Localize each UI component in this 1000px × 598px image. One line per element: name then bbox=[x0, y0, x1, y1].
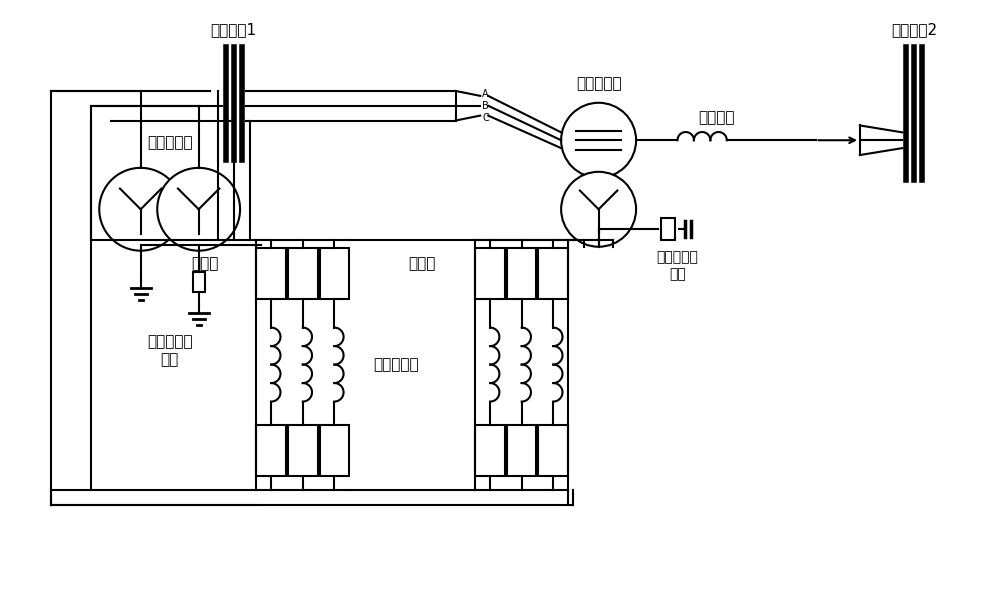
Text: 并联变压器: 并联变压器 bbox=[147, 135, 192, 150]
Bar bbox=[256, 425, 286, 477]
Text: 交流母线1: 交流母线1 bbox=[211, 22, 257, 36]
Text: 中性点接地
电阻: 中性点接地 电阻 bbox=[657, 251, 698, 281]
Text: A: A bbox=[482, 89, 489, 99]
Bar bbox=[538, 425, 568, 477]
Circle shape bbox=[561, 103, 636, 178]
Text: 桥臂电抗器: 桥臂电抗器 bbox=[374, 358, 419, 373]
Bar bbox=[661, 218, 675, 240]
Circle shape bbox=[157, 168, 240, 251]
Text: 中性点接地
电阻: 中性点接地 电阻 bbox=[147, 334, 192, 367]
Bar bbox=[288, 425, 318, 477]
Circle shape bbox=[561, 172, 636, 247]
Text: C: C bbox=[482, 112, 489, 123]
Bar bbox=[538, 248, 568, 299]
Bar bbox=[475, 248, 505, 299]
Text: 交流线路: 交流线路 bbox=[699, 111, 735, 126]
Text: B: B bbox=[482, 100, 489, 111]
Circle shape bbox=[99, 168, 182, 251]
Bar bbox=[193, 272, 205, 292]
Text: 串联变压器: 串联变压器 bbox=[576, 76, 621, 91]
Text: 换流阀: 换流阀 bbox=[192, 256, 219, 271]
Bar bbox=[320, 248, 349, 299]
Text: 交流母线2: 交流母线2 bbox=[891, 22, 937, 36]
Bar bbox=[475, 425, 505, 477]
Bar bbox=[256, 248, 286, 299]
Bar bbox=[288, 248, 318, 299]
Bar bbox=[320, 425, 349, 477]
Text: 换流阀: 换流阀 bbox=[409, 256, 436, 271]
Bar bbox=[507, 248, 536, 299]
Bar bbox=[507, 425, 536, 477]
